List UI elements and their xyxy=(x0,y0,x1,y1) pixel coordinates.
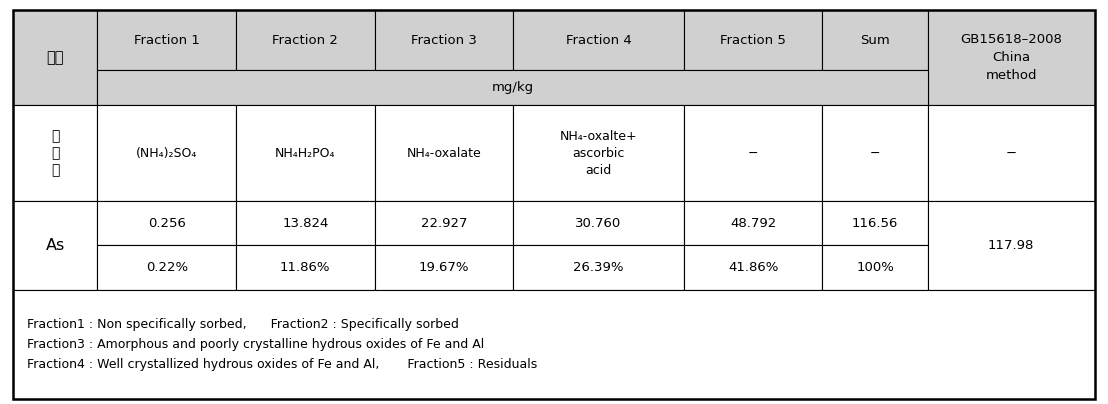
Bar xyxy=(927,10,1095,105)
Bar xyxy=(927,201,1095,290)
Bar xyxy=(98,10,236,70)
Text: 41.86%: 41.86% xyxy=(728,261,779,274)
Bar xyxy=(375,10,513,70)
Text: 117.98: 117.98 xyxy=(988,239,1035,252)
Bar xyxy=(13,10,98,105)
Text: −: − xyxy=(748,147,759,160)
Text: NH₄-oxalte+
ascorbic
acid: NH₄-oxalte+ ascorbic acid xyxy=(560,130,637,177)
Text: GB15618–2008
China
method: GB15618–2008 China method xyxy=(961,33,1063,82)
Text: 100%: 100% xyxy=(856,261,894,274)
Text: Sum: Sum xyxy=(860,34,890,47)
Bar xyxy=(236,105,375,201)
Text: 30.760: 30.760 xyxy=(575,217,622,229)
Bar xyxy=(513,246,684,290)
Text: Fraction 2: Fraction 2 xyxy=(273,34,338,47)
Text: 0.256: 0.256 xyxy=(147,217,186,229)
Bar xyxy=(98,201,236,246)
Text: −: − xyxy=(870,147,881,160)
Bar xyxy=(513,10,684,70)
Text: 22.927: 22.927 xyxy=(421,217,468,229)
Text: 0.22%: 0.22% xyxy=(145,261,187,274)
Bar xyxy=(13,290,1095,399)
Bar xyxy=(98,70,927,105)
Bar xyxy=(822,246,927,290)
Bar xyxy=(822,201,927,246)
Text: 구분: 구분 xyxy=(47,50,64,65)
Text: 13.824: 13.824 xyxy=(283,217,328,229)
Bar xyxy=(13,105,98,201)
Text: mg/kg: mg/kg xyxy=(492,82,534,95)
Text: Fraction 4: Fraction 4 xyxy=(566,34,632,47)
Bar xyxy=(822,10,927,70)
Bar xyxy=(375,201,513,246)
Bar xyxy=(927,105,1095,201)
Text: NH₄H₂PO₄: NH₄H₂PO₄ xyxy=(275,147,336,160)
Bar xyxy=(684,246,822,290)
Text: −: − xyxy=(1006,147,1017,160)
Bar xyxy=(375,246,513,290)
Text: Fraction 1: Fraction 1 xyxy=(134,34,199,47)
Bar xyxy=(513,201,684,246)
Bar xyxy=(684,201,822,246)
Bar xyxy=(98,105,236,201)
Bar xyxy=(236,201,375,246)
Text: As: As xyxy=(45,238,65,253)
Text: 추
출
제: 추 출 제 xyxy=(51,129,60,177)
Bar xyxy=(13,201,98,290)
Bar xyxy=(822,105,927,201)
Text: 116.56: 116.56 xyxy=(852,217,899,229)
Bar xyxy=(684,10,822,70)
Bar xyxy=(684,105,822,201)
Text: (NH₄)₂SO₄: (NH₄)₂SO₄ xyxy=(136,147,197,160)
Text: 26.39%: 26.39% xyxy=(573,261,624,274)
Bar xyxy=(513,105,684,201)
Text: Fraction 3: Fraction 3 xyxy=(411,34,476,47)
Text: Fraction1 : Non specifically sorbed,      Fraction2 : Specifically sorbed
Fracti: Fraction1 : Non specifically sorbed, Fra… xyxy=(27,318,537,371)
Bar xyxy=(375,105,513,201)
Bar xyxy=(236,10,375,70)
Bar xyxy=(98,246,236,290)
Text: 19.67%: 19.67% xyxy=(419,261,469,274)
Text: 11.86%: 11.86% xyxy=(280,261,330,274)
Text: NH₄-oxalate: NH₄-oxalate xyxy=(407,147,481,160)
Text: 48.792: 48.792 xyxy=(730,217,777,229)
Bar xyxy=(236,246,375,290)
Text: Fraction 5: Fraction 5 xyxy=(720,34,787,47)
